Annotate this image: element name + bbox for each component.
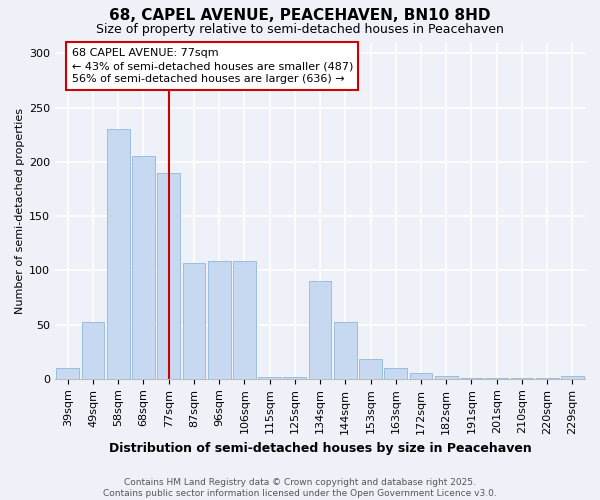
Text: 68, CAPEL AVENUE, PEACEHAVEN, BN10 8HD: 68, CAPEL AVENUE, PEACEHAVEN, BN10 8HD: [109, 8, 491, 22]
Bar: [132, 156, 155, 379]
Bar: [56, 368, 79, 379]
Bar: [460, 378, 483, 379]
Bar: [485, 378, 508, 379]
Bar: [359, 360, 382, 379]
Bar: [107, 130, 130, 379]
Y-axis label: Number of semi-detached properties: Number of semi-detached properties: [15, 108, 25, 314]
Bar: [536, 378, 559, 379]
Bar: [208, 260, 230, 379]
Bar: [233, 260, 256, 379]
Bar: [283, 376, 306, 379]
Bar: [561, 376, 584, 379]
Bar: [309, 281, 331, 379]
Text: Size of property relative to semi-detached houses in Peacehaven: Size of property relative to semi-detach…: [96, 22, 504, 36]
Bar: [511, 378, 533, 379]
X-axis label: Distribution of semi-detached houses by size in Peacehaven: Distribution of semi-detached houses by …: [109, 442, 532, 455]
Bar: [258, 376, 281, 379]
Bar: [410, 374, 433, 379]
Text: Contains HM Land Registry data © Crown copyright and database right 2025.
Contai: Contains HM Land Registry data © Crown c…: [103, 478, 497, 498]
Bar: [82, 322, 104, 379]
Bar: [157, 172, 180, 379]
Text: 68 CAPEL AVENUE: 77sqm
← 43% of semi-detached houses are smaller (487)
56% of se: 68 CAPEL AVENUE: 77sqm ← 43% of semi-det…: [71, 48, 353, 84]
Bar: [435, 376, 458, 379]
Bar: [182, 262, 205, 379]
Bar: [385, 368, 407, 379]
Bar: [334, 322, 356, 379]
